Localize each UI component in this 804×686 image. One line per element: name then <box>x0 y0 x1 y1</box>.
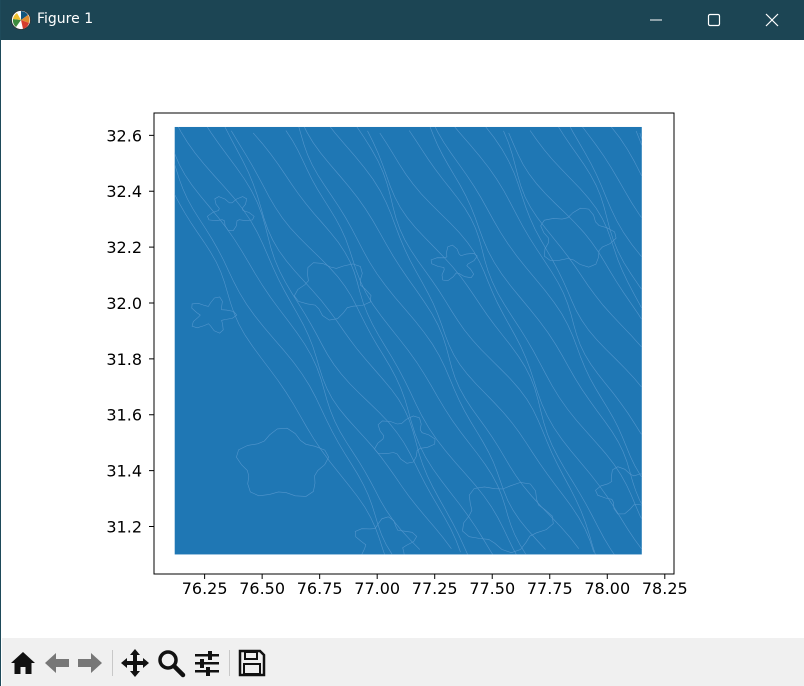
zoom-magnifier-icon <box>158 650 186 678</box>
y-tick-label: 32.2 <box>106 238 142 257</box>
boundary-line <box>379 132 642 550</box>
save-disk-icon <box>238 649 266 677</box>
x-tick-label: 77.50 <box>469 579 515 598</box>
boundary-loop <box>540 207 617 268</box>
configure-subplots-button[interactable] <box>192 648 222 678</box>
close-button[interactable] <box>743 0 801 40</box>
plot-svg: 76.25 76.50 76.75 77.00 77.25 77.50 77.75 78.00… <box>106 112 804 598</box>
back-arrow-icon <box>45 653 69 673</box>
boundary-line <box>434 126 642 478</box>
boundary-line <box>224 126 468 555</box>
boundary-line <box>174 194 385 555</box>
save-button[interactable] <box>237 648 267 678</box>
y-tick-label: 31.2 <box>106 518 142 537</box>
boundary-line <box>285 130 526 555</box>
window-title: Figure 1 <box>37 11 94 27</box>
maximize-button[interactable] <box>685 0 743 40</box>
boundary-loop <box>293 262 372 321</box>
y-tick-label: 32.4 <box>106 182 142 201</box>
boundary-line <box>174 163 393 555</box>
boundary-line <box>529 130 642 310</box>
maximize-icon <box>707 13 721 27</box>
home-button[interactable] <box>8 648 38 678</box>
boundary-line <box>639 132 642 141</box>
x-tick-label: 77.25 <box>412 579 458 598</box>
boundary-line <box>298 126 546 550</box>
home-icon <box>11 652 35 674</box>
x-tick-label: 76.50 <box>239 579 285 598</box>
toolbar-separator <box>229 650 230 676</box>
boundary-line <box>367 130 615 555</box>
boundary-line <box>711 122 804 553</box>
x-tick-label: 77.00 <box>354 579 400 598</box>
minimize-button[interactable] <box>627 0 685 40</box>
close-icon <box>765 13 779 27</box>
boundary-line <box>408 130 642 520</box>
y-tick-label: 31.8 <box>106 350 142 369</box>
boundary-loop <box>207 196 255 231</box>
boundary-loop <box>374 415 436 464</box>
y-tick-label: 31.4 <box>106 462 142 481</box>
boundary-line <box>177 126 452 549</box>
boundary-line <box>304 126 580 549</box>
boundary-line <box>652 130 804 553</box>
boundary-loop <box>354 516 418 555</box>
boundary-loop <box>595 466 642 515</box>
zoom-button[interactable] <box>156 648 186 678</box>
toolbar-separator <box>112 650 113 676</box>
boundary-line <box>503 130 642 348</box>
boundary-line <box>508 132 642 321</box>
forward-arrow-icon <box>78 653 102 673</box>
axes-frame <box>153 112 675 575</box>
pan-move-icon <box>121 649 149 677</box>
matplotlib-logo-icon <box>11 10 31 30</box>
boundary-line <box>252 132 517 555</box>
boundary-lines <box>174 121 804 558</box>
boundary-line <box>569 126 642 258</box>
x-tick-label: 78.00 <box>584 579 630 598</box>
x-tick-label: 76.75 <box>297 579 343 598</box>
boundary-line <box>454 126 642 436</box>
y-tick-label: 31.6 <box>106 406 142 425</box>
boundary-line <box>558 126 642 291</box>
boundary-line <box>356 126 596 555</box>
back-button[interactable] <box>42 648 72 678</box>
x-tick-label: 78.25 <box>642 579 688 598</box>
x-tick-label: 76.25 <box>182 579 228 598</box>
pan-button[interactable] <box>120 648 150 678</box>
boundary-line <box>485 126 642 388</box>
raster-fill <box>174 126 642 555</box>
forward-button[interactable] <box>75 648 105 678</box>
y-tick-label: 32.6 <box>106 126 142 145</box>
boundary-line <box>429 126 642 505</box>
boundary-loop <box>462 482 554 554</box>
title-bar[interactable]: Figure 1 <box>1 0 804 40</box>
boundary-line <box>231 130 494 555</box>
boundary-loop <box>191 296 238 334</box>
boundary-line <box>683 125 804 549</box>
minimize-icon <box>650 19 662 21</box>
boundary-line <box>635 130 642 147</box>
boundary-line <box>329 126 595 553</box>
navigation-toolbar <box>2 638 804 686</box>
y-tick-label: 32.0 <box>106 294 142 313</box>
figure-canvas[interactable]: 76.25 76.50 76.75 77.00 77.25 77.50 77.75 78.00… <box>2 40 804 638</box>
boundary-line <box>582 126 642 219</box>
boundary-line <box>206 126 461 553</box>
boundary-line <box>734 126 804 558</box>
x-tick-label: 77.75 <box>527 579 573 598</box>
boundary-loop <box>430 244 478 282</box>
boundary-line <box>703 121 804 548</box>
boundary-loop <box>236 427 330 497</box>
boundary-line <box>174 152 421 550</box>
configure-subplots-icon <box>195 651 219 676</box>
